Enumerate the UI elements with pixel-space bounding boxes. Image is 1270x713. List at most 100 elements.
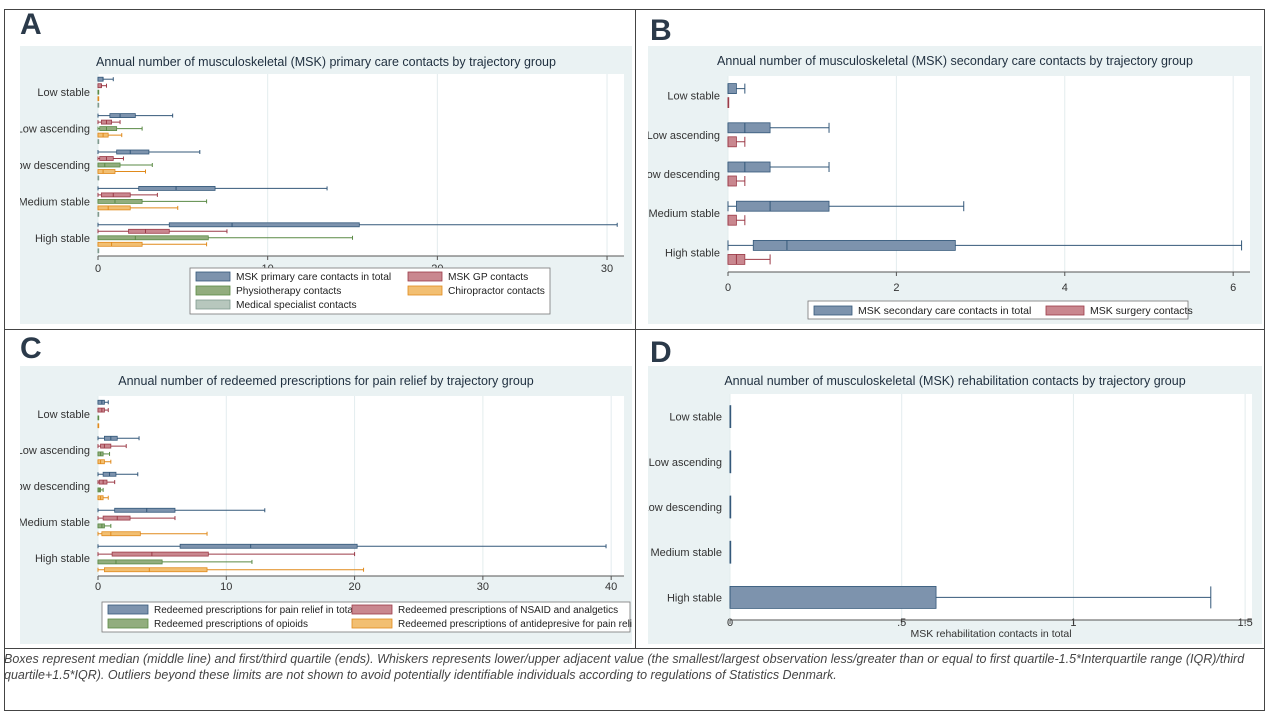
chart-c-box [104, 567, 208, 573]
chart-b-group-label: Low stable [667, 91, 720, 103]
chart-b-box [752, 239, 956, 251]
chart-c-legend-swatch [107, 618, 149, 629]
chart-b-xtick-label: 4 [1062, 282, 1068, 294]
chart-c-legend-swatch [107, 604, 149, 615]
chart-b: Annual number of musculoskeletal (MSK) s… [648, 46, 1262, 324]
chart-b-group-label: Medium stable [648, 208, 720, 220]
chart-a-group-label: High stable [35, 233, 90, 245]
chart-c-xtick-label: 0 [95, 581, 101, 593]
panel-a-letter: A [20, 8, 42, 41]
chart-c-legend-label: Redeemed prescriptions for pain relief i… [154, 605, 355, 616]
chart-c: Annual number of redeemed prescriptions … [20, 366, 632, 644]
chart-a-legend-swatch [195, 271, 231, 282]
chart-b-legend-swatch [813, 305, 853, 316]
chart-b-plot-area [728, 76, 1250, 272]
chart-c-box [111, 551, 209, 557]
chart-a-xtick-label: 0 [95, 263, 101, 275]
chart-c-box [97, 523, 105, 529]
chart-d-plot-area [730, 394, 1252, 620]
chart-c-group-label: Low ascending [20, 445, 90, 457]
chart-d-x-axis-label: MSK rehabilitation contacts in total [910, 628, 1071, 640]
chart-c-box [97, 399, 105, 405]
chart-c-legend-swatch [351, 604, 393, 615]
chart-a-box [97, 198, 143, 204]
chart-c-legend-swatch [351, 618, 393, 629]
chart-a-legend-swatch [195, 299, 231, 310]
chart-a-legend-label: MSK GP contacts [448, 272, 528, 283]
chart-c-group-label: Low stable [37, 409, 90, 421]
chart-a-box [138, 185, 216, 191]
chart-a-legend-label: MSK primary care contacts in total [236, 272, 391, 283]
chart-a-legend-label: Medical specialist contacts [236, 300, 357, 311]
chart-b-box [727, 83, 737, 94]
chart-c-plot-area [98, 396, 624, 576]
chart-b-box [736, 200, 830, 212]
chart-c-box [101, 531, 141, 537]
chart-c-xtick-label: 10 [220, 581, 232, 593]
chart-d-xtick-label: 1 [1070, 617, 1076, 629]
chart-b-box [727, 122, 771, 134]
chart-a-title: Annual number of musculoskeletal (MSK) p… [96, 55, 556, 69]
chart-a-box [100, 192, 131, 198]
chart-a-box [99, 126, 118, 131]
chart-a-group-label: Low ascending [20, 124, 90, 136]
chart-c-box [97, 459, 105, 465]
chart-d-title: Annual number of musculoskeletal (MSK) r… [724, 374, 1185, 388]
chart-a-legend-swatch [195, 285, 231, 296]
chart-b-box [727, 136, 737, 148]
chart-d-group-label: Low descending [648, 502, 722, 514]
chart-a-box [97, 83, 102, 89]
chart-a-box [116, 149, 150, 155]
chart-a-plot-area [98, 74, 624, 256]
chart-d-box [729, 585, 937, 609]
figure-caption: Boxes represent median (middle line) and… [4, 652, 1245, 682]
chart-d-group-label: Low stable [669, 412, 722, 424]
chart-c-box [97, 407, 105, 413]
chart-b-title: Annual number of musculoskeletal (MSK) s… [717, 54, 1193, 68]
chart-a-box [97, 235, 209, 241]
chart-b-group-label: High stable [665, 247, 720, 259]
chart-b-group-label: Low ascending [648, 130, 720, 142]
panel-c-letter: C [20, 332, 42, 365]
chart-b-box [727, 175, 737, 187]
chart-a-box [128, 228, 170, 234]
chart-a-legend [189, 267, 551, 315]
chart-d-xtick-label: 0 [727, 617, 733, 629]
chart-c-box [100, 443, 112, 449]
chart-c-xtick-label: 20 [348, 581, 360, 593]
chart-a-legend-swatch [407, 285, 443, 296]
chart-a-group-label: Medium stable [20, 196, 90, 208]
chart-b-legend-label: MSK surgery contacts [1090, 305, 1193, 317]
chart-c-legend-label: Redeemed prescriptions of opioids [154, 619, 308, 630]
chart-c-title: Annual number of redeemed prescriptions … [118, 374, 534, 388]
chart-a-box [97, 76, 104, 82]
chart-c-box [102, 515, 131, 521]
chart-a-box [97, 169, 116, 174]
chart-c-legend-label: Redeemed prescriptions of NSAID and anal… [398, 605, 618, 616]
chart-b-xtick-label: 2 [893, 282, 899, 294]
chart-b-box [727, 214, 737, 226]
chart-c-box [97, 559, 163, 565]
chart-b-xtick-label: 6 [1230, 282, 1236, 294]
chart-c-box [114, 507, 176, 513]
chart-c-xtick-label: 30 [477, 581, 489, 593]
chart-d-xtick-label: .5 [897, 617, 906, 629]
chart-a-legend-label: Chiropractor contacts [448, 286, 545, 297]
chart-d-xtick-label: 1.5 [1237, 617, 1252, 629]
chart-d: Annual number of musculoskeletal (MSK) r… [648, 366, 1262, 644]
chart-a-legend-label: Physiotherapy contacts [236, 286, 341, 297]
chart-c-group-label: Medium stable [20, 517, 90, 529]
chart-a-box [97, 205, 131, 211]
chart-a-group-label: Low descending [20, 160, 90, 172]
chart-b-legend-label: MSK secondary care contacts in total [858, 305, 1031, 317]
chart-b-xtick-label: 0 [725, 282, 731, 294]
chart-a-box [97, 241, 143, 247]
chart-c-group-label: High stable [35, 553, 90, 565]
chart-a-group-label: Low stable [37, 87, 90, 99]
chart-c-box [179, 543, 358, 549]
chart-b-legend-swatch [1045, 305, 1085, 316]
chart-b-group-label: Low descending [648, 169, 720, 181]
chart-a-xtick-label: 30 [601, 263, 613, 275]
chart-a: Annual number of musculoskeletal (MSK) p… [20, 46, 632, 324]
